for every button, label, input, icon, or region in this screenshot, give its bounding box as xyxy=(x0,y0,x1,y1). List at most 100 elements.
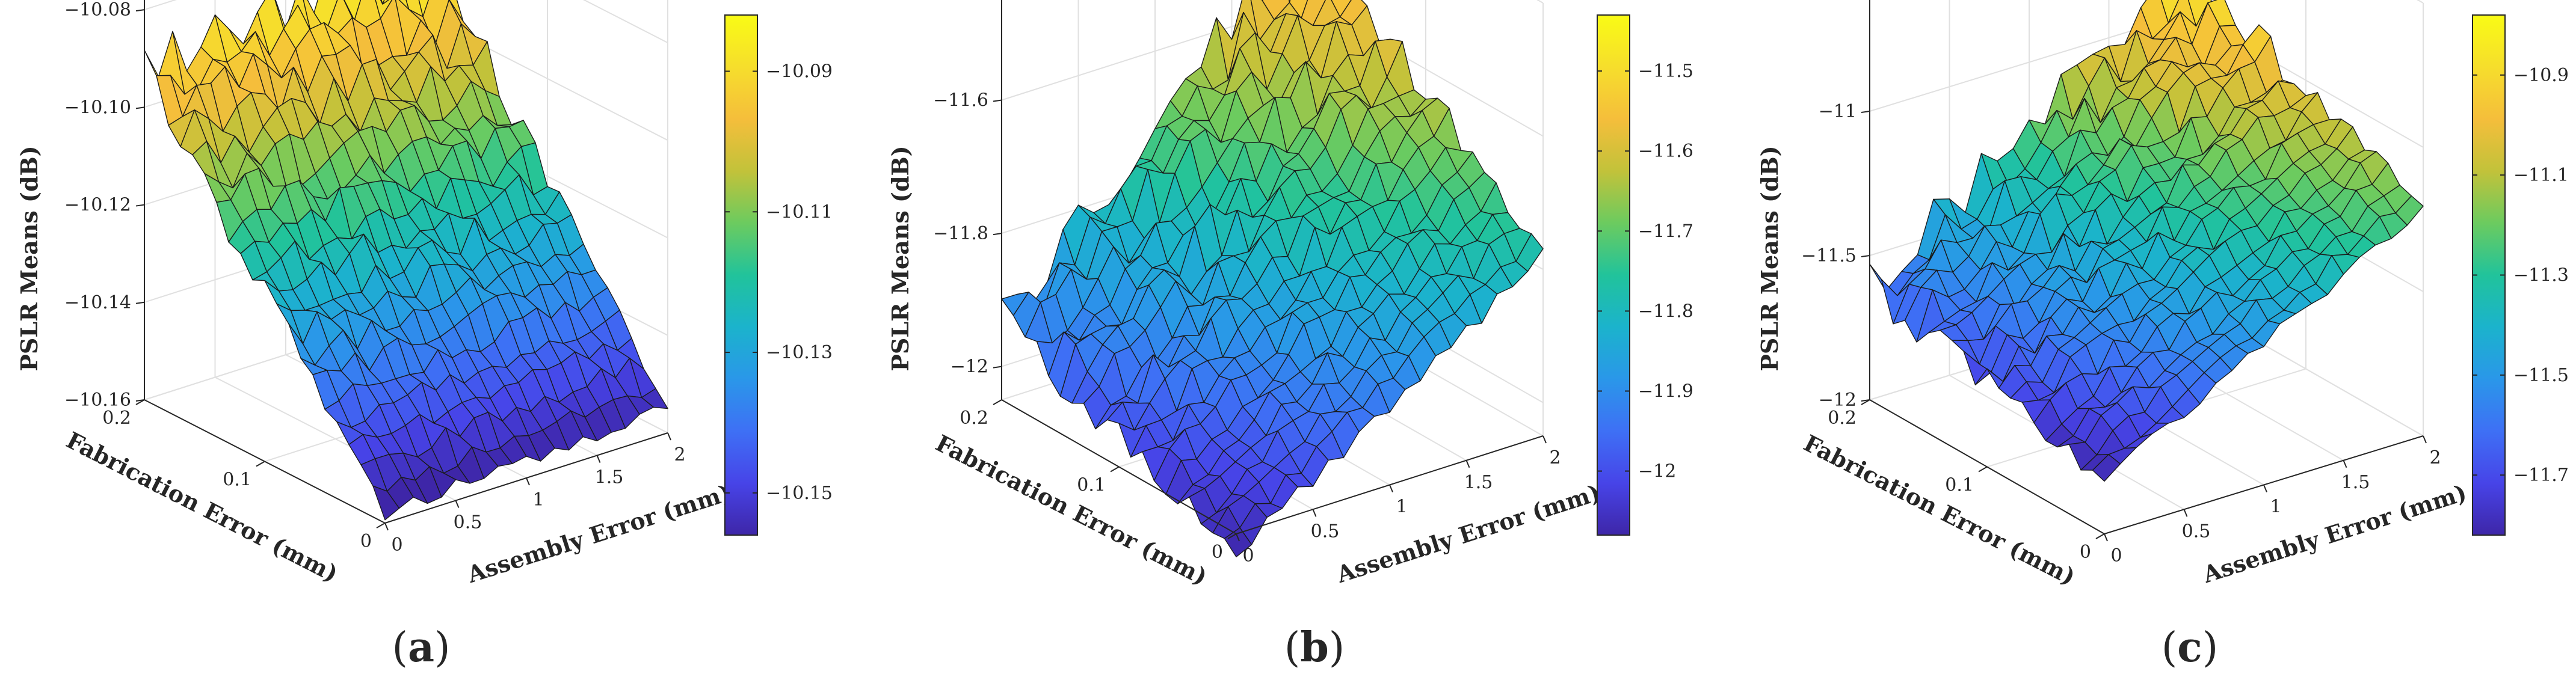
axes-lines xyxy=(993,0,1547,542)
colorbar-rect xyxy=(724,14,758,536)
x-tick-label: 2 xyxy=(1549,447,1561,468)
colorbar-tick-label: −11.6 xyxy=(1638,141,1693,162)
subfigure-label: (b) xyxy=(1284,623,1345,672)
y-tick-mark xyxy=(376,522,386,528)
surface-patch xyxy=(372,485,400,521)
x-axis-label: Assembly Error (mm) xyxy=(463,479,734,588)
x-tick-mark xyxy=(1389,485,1393,492)
z-tick-label: −11 xyxy=(1819,101,1857,122)
z-axis-label: PSLR Means (dB) xyxy=(887,145,914,371)
colorbar-tick-label: −11.9 xyxy=(1638,381,1693,402)
z-tick-mark xyxy=(135,301,145,304)
x-tick-mark xyxy=(2423,435,2427,444)
y-tick-label: 0 xyxy=(2080,542,2091,563)
y-tick-label: 0 xyxy=(360,531,372,552)
subfigure-paren-open: ( xyxy=(1284,624,1301,672)
x-tick-label: 0 xyxy=(391,534,402,556)
colorbar-tick-label: −12 xyxy=(1638,461,1676,482)
x-tick-label: 0 xyxy=(1242,545,1254,566)
chart-panel-b: 00.511.5200.10.2−12−11.8−11.6−11.4Assemb… xyxy=(887,0,1693,672)
x-tick-label: 0.5 xyxy=(1311,521,1340,542)
surface-patch xyxy=(1224,527,1253,557)
z-axis-label: PSLR Means (dB) xyxy=(16,145,43,371)
y-tick-mark xyxy=(993,399,1002,405)
colorbar-tick-label: −11.1 xyxy=(2513,165,2569,186)
colorbar-rect xyxy=(2472,14,2506,536)
subfigure-letter: a xyxy=(408,623,434,672)
x-tick-label: 2 xyxy=(2429,447,2441,468)
x-tick-mark xyxy=(1465,460,1470,468)
z-tick-label: −12 xyxy=(1819,390,1857,411)
colorbar-tick-label: −10.11 xyxy=(766,201,833,222)
x-tick-label: 1.5 xyxy=(1464,472,1493,493)
colorbar-tick-label: −11.5 xyxy=(2513,365,2569,386)
subfigure-paren-close: ) xyxy=(434,624,451,672)
x-tick-mark xyxy=(1542,435,1547,444)
colorbar-tick-label: −10.13 xyxy=(766,342,833,363)
axes-lines xyxy=(1861,0,2427,542)
x-tick-mark xyxy=(2183,509,2188,517)
x-tick-mark xyxy=(2104,533,2108,542)
x-axis-label: Assembly Error (mm) xyxy=(2199,479,2470,588)
x-tick-mark xyxy=(1236,533,1240,542)
colorbar-tick-label: −10.15 xyxy=(766,483,833,504)
x-tick-mark xyxy=(2263,485,2267,492)
subfigure-paren-open: ( xyxy=(2162,624,2178,672)
surface-mesh xyxy=(144,0,668,521)
subfigure-letter: c xyxy=(2177,623,2202,672)
z-gridline xyxy=(144,0,668,43)
z-tick-label: −11.6 xyxy=(933,90,988,111)
y-tick-mark xyxy=(256,461,265,467)
surface-patch xyxy=(2092,454,2121,482)
colorbar-tick-label: −11.3 xyxy=(2513,265,2569,286)
z-tick-label: −11.5 xyxy=(1801,245,1857,266)
z-tick-label: −10.12 xyxy=(64,195,131,216)
z-tick-label: −12 xyxy=(951,357,988,378)
y-tick-label: 0.2 xyxy=(102,408,131,429)
z-axis-label: PSLR Means (dB) xyxy=(1756,145,1783,371)
z-tick-mark xyxy=(993,99,1002,102)
z-tick-mark xyxy=(135,9,145,12)
x-tick-label: 1 xyxy=(532,489,544,510)
x-tick-mark xyxy=(667,432,671,441)
colorbar: −11.7 −11.5 −11.3 −11.1 −10.9 xyxy=(2472,14,2569,536)
z-tick-label: −10.16 xyxy=(64,390,131,411)
x-axis-label: Assembly Error (mm) xyxy=(1333,479,1603,588)
y-tick-label: 0.2 xyxy=(960,408,988,429)
subfigure-paren-open: ( xyxy=(392,624,408,672)
colorbar-tick-label: −11.7 xyxy=(2513,465,2569,486)
y-tick-mark xyxy=(1978,466,1988,473)
z-tick-mark xyxy=(135,204,145,207)
z-tick-label: −10.14 xyxy=(64,292,131,313)
z-tick-label: −10.08 xyxy=(64,0,131,20)
surface-patch xyxy=(2160,0,2180,23)
z-tick-label: −10.10 xyxy=(64,97,131,118)
chart-panel-c: 00.511.5200.10.2−12−11.5−11−10.5Assembly… xyxy=(1756,0,2569,672)
z-tick-mark xyxy=(1861,255,1870,257)
y-tick-label: 0.1 xyxy=(223,470,251,491)
z-tick-mark xyxy=(993,233,1002,236)
x-tick-label: 1 xyxy=(2270,497,2281,518)
x-tick-label: 2 xyxy=(674,444,685,465)
subfigure-paren-close: ) xyxy=(1329,624,1345,672)
x-tick-label: 0 xyxy=(2110,545,2122,566)
x-tick-label: 1.5 xyxy=(2341,472,2370,493)
z-tick-mark xyxy=(135,106,145,109)
colorbar-tick-label: −11.5 xyxy=(1638,61,1693,82)
x-tick-mark xyxy=(384,522,389,531)
colorbar-tick-label: −10.09 xyxy=(766,61,833,82)
y-tick-label: 0.2 xyxy=(1828,408,1857,429)
x-tick-label: 0.5 xyxy=(2182,521,2211,542)
x-tick-label: 0.5 xyxy=(454,512,482,533)
colorbar-tick-label: −11.7 xyxy=(1638,221,1693,242)
subfigure-letter: b xyxy=(1300,623,1329,672)
colorbar-rect xyxy=(1597,14,1630,536)
y-tick-mark xyxy=(1110,466,1120,473)
y-tick-label: 0 xyxy=(1212,542,1223,563)
chart-panel-a: 0 0.5 1 1.5 2 0 0.1 0.2−10.16 −10.14 −10.12 −10.10… xyxy=(16,0,833,672)
z-tick-label: −11.8 xyxy=(933,223,988,244)
z-tick-mark xyxy=(135,399,145,402)
y-axis-label: Fabrication Error (mm) xyxy=(1799,429,2080,590)
colorbar: −10.15 −10.13 −10.11 −10.09 xyxy=(724,14,833,536)
